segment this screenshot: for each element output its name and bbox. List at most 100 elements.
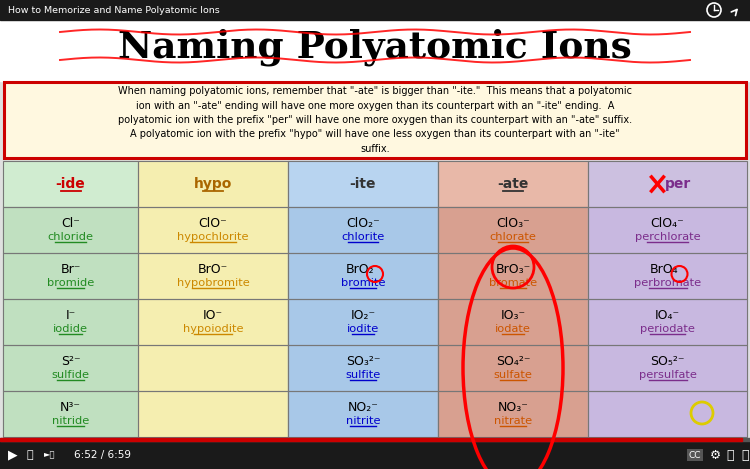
Bar	[288, 253, 438, 299]
Bar	[3, 207, 138, 253]
Text: Naming Polyatomic Ions: Naming Polyatomic Ions	[118, 28, 632, 66]
Bar	[588, 161, 747, 207]
Bar	[588, 207, 747, 253]
Text: perbromate: perbromate	[634, 278, 701, 288]
Bar	[3, 299, 138, 345]
Text: iodite: iodite	[346, 324, 379, 334]
Text: SO₅²⁻: SO₅²⁻	[650, 355, 685, 368]
Text: ⛶: ⛶	[726, 448, 734, 461]
Bar	[3, 161, 138, 207]
Text: -ide: -ide	[56, 177, 86, 191]
Bar	[288, 161, 438, 207]
Text: SO₃²⁻: SO₃²⁻	[346, 355, 380, 368]
Text: BrO₄⁻: BrO₄⁻	[650, 263, 686, 275]
Bar	[588, 299, 747, 345]
Bar	[438, 391, 588, 437]
Bar	[288, 161, 438, 207]
Text: periodate: periodate	[640, 324, 695, 334]
Text: How to Memorize and Name Polyatomic Ions: How to Memorize and Name Polyatomic Ions	[8, 6, 220, 15]
Bar	[288, 391, 438, 437]
Text: chlorite: chlorite	[341, 232, 385, 242]
Text: bromate: bromate	[489, 278, 537, 288]
Bar	[438, 391, 588, 437]
Bar	[588, 253, 747, 299]
Bar	[288, 391, 438, 437]
Text: When naming polyatomic ions, remember that "-ate" is bigger than "-ite."  This m: When naming polyatomic ions, remember th…	[118, 86, 632, 154]
Text: bromide: bromide	[46, 278, 94, 288]
Bar	[438, 299, 588, 345]
Bar	[3, 253, 138, 299]
Text: BrO₂⁻: BrO₂⁻	[345, 263, 380, 275]
Text: sulfide: sulfide	[52, 370, 89, 380]
Bar	[438, 253, 588, 299]
Bar	[0, 438, 750, 441]
Text: NO₃⁻: NO₃⁻	[497, 401, 529, 414]
Text: hypo: hypo	[194, 177, 232, 191]
Text: SO₄²⁻: SO₄²⁻	[496, 355, 530, 368]
Text: Br⁻: Br⁻	[60, 263, 81, 275]
Text: ►⧖: ►⧖	[44, 451, 56, 460]
Bar	[288, 299, 438, 345]
Bar	[438, 345, 588, 391]
Text: ClO₄⁻: ClO₄⁻	[650, 217, 684, 229]
Text: I⁻: I⁻	[65, 309, 76, 322]
Bar	[3, 207, 138, 253]
Text: IO₃⁻: IO₃⁻	[500, 309, 526, 322]
Bar	[588, 391, 747, 437]
Text: chloride: chloride	[47, 232, 94, 242]
Text: sulfate: sulfate	[494, 370, 532, 380]
Text: hypobromite: hypobromite	[177, 278, 249, 288]
Bar	[3, 253, 138, 299]
Bar	[138, 161, 288, 207]
Bar	[288, 207, 438, 253]
Text: N³⁻: N³⁻	[60, 401, 81, 414]
Bar	[438, 161, 588, 207]
Bar	[4, 82, 746, 158]
Text: -ate: -ate	[497, 177, 529, 191]
Bar	[3, 161, 138, 207]
Text: ⏭: ⏭	[27, 450, 33, 460]
Text: ClO₃⁻: ClO₃⁻	[496, 217, 530, 229]
Bar	[138, 253, 288, 299]
Bar	[138, 345, 288, 391]
Bar	[438, 345, 588, 391]
Bar	[588, 299, 747, 345]
Text: BrO₃⁻: BrO₃⁻	[495, 263, 531, 275]
Text: hypochlorite: hypochlorite	[177, 232, 249, 242]
Bar	[3, 345, 138, 391]
Bar	[138, 345, 288, 391]
Text: bromite: bromite	[340, 278, 386, 288]
Text: ClO₂⁻: ClO₂⁻	[346, 217, 380, 229]
Text: ClO⁻: ClO⁻	[199, 217, 227, 229]
Text: nitride: nitride	[52, 416, 89, 426]
Bar	[438, 207, 588, 253]
Text: BrO⁻: BrO⁻	[198, 263, 228, 275]
Bar	[138, 299, 288, 345]
Bar	[588, 345, 747, 391]
Bar	[288, 345, 438, 391]
Text: hypoiodite: hypoiodite	[183, 324, 243, 334]
Bar	[438, 253, 588, 299]
Bar	[138, 207, 288, 253]
Bar	[3, 345, 138, 391]
Bar	[288, 207, 438, 253]
Text: ▶: ▶	[8, 448, 18, 461]
Text: Cl⁻: Cl⁻	[61, 217, 80, 229]
Text: 6:52 / 6:59: 6:52 / 6:59	[74, 450, 131, 460]
Text: per: per	[664, 177, 691, 191]
Text: iodide: iodide	[53, 324, 88, 334]
Text: perchlorate: perchlorate	[634, 232, 700, 242]
Bar	[0, 439, 750, 469]
Text: NO₂⁻: NO₂⁻	[347, 401, 379, 414]
Bar	[588, 161, 747, 207]
Bar	[438, 161, 588, 207]
Text: iodate: iodate	[495, 324, 531, 334]
Bar	[438, 299, 588, 345]
Bar	[588, 391, 747, 437]
Text: IO⁻: IO⁻	[203, 309, 223, 322]
Bar	[3, 299, 138, 345]
Text: IO₂⁻: IO₂⁻	[350, 309, 376, 322]
Text: -ite: -ite	[350, 177, 376, 191]
Bar	[138, 253, 288, 299]
Text: chlorate: chlorate	[490, 232, 536, 242]
